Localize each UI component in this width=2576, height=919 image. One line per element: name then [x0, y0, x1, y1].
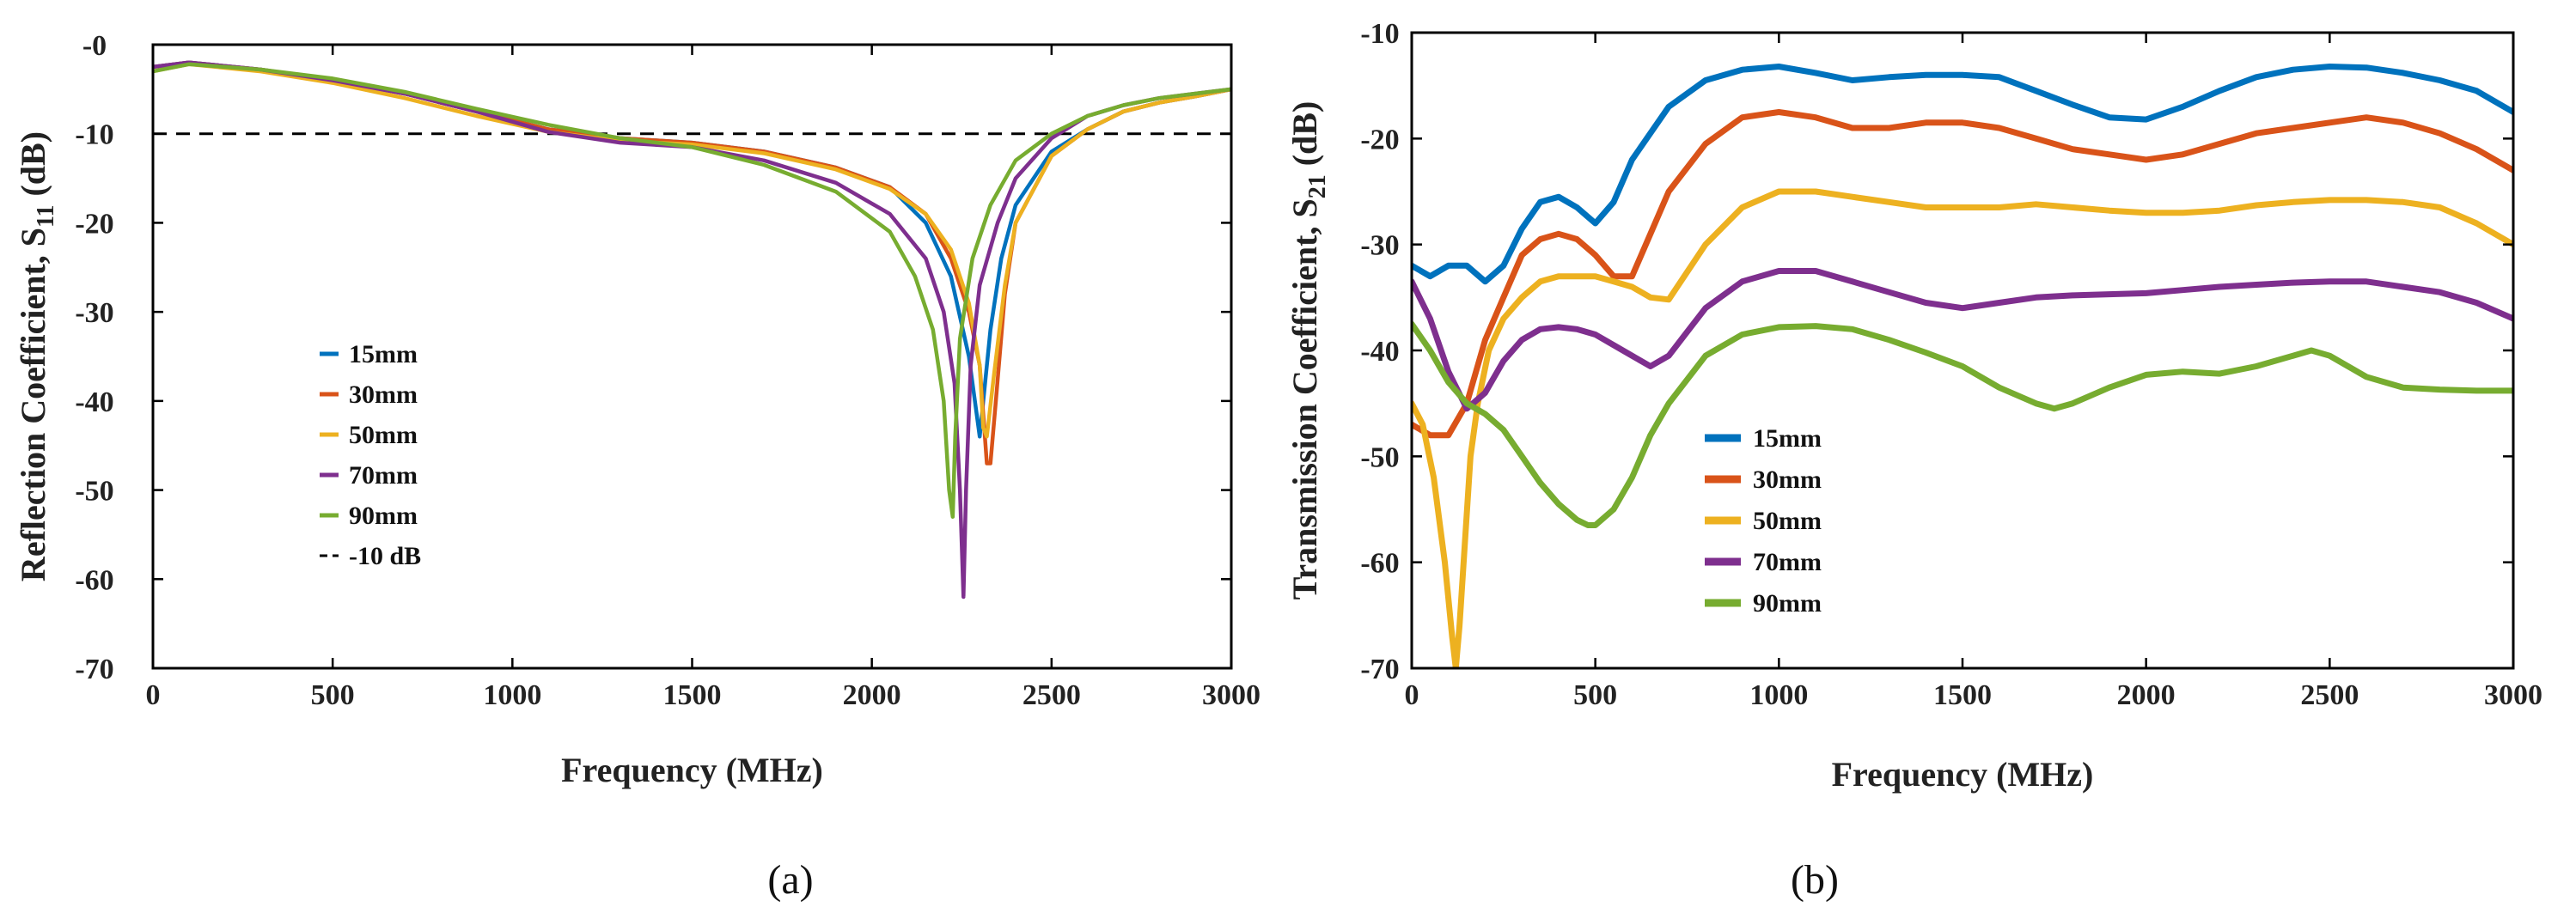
y-tick-label: -70 [1360, 654, 1399, 685]
chart-panel-a: 0 500 1000 1500 2000 2500 3000 -70 -60 -50 -40 -30 -… [14, 30, 1261, 903]
legend-label-15mm: 15mm [1753, 424, 1822, 453]
y-axis-label: Reflection Coefficient, S11 (dB) [14, 131, 59, 581]
legend-label-70mm: 70mm [349, 461, 418, 490]
x-tick-label: 1500 [663, 679, 722, 711]
legend-label-50mm: 50mm [349, 421, 418, 449]
x-tick-label: 500 [1573, 679, 1617, 711]
series-group [1412, 64, 2513, 668]
y-tick-label: -20 [75, 208, 113, 240]
y-axis-label-main: Reflection Coefficient, S [14, 228, 52, 581]
y-tick-label: -50 [1360, 441, 1399, 473]
x-tick-label: 2500 [1022, 679, 1081, 711]
series-line-90mm [1412, 320, 2513, 528]
x-tick-label: 2000 [843, 679, 901, 711]
axes-box [1410, 31, 2515, 670]
x-axis-label: Frequency (MHz) [561, 751, 823, 789]
x-tick-label: 1000 [1749, 679, 1808, 711]
y-tick-label: -60 [75, 564, 113, 596]
legend-label-70mm: 70mm [1753, 548, 1822, 576]
x-tick-label: 1500 [1933, 679, 1992, 711]
y-tick-label: -30 [75, 297, 113, 329]
series-line-30mm [153, 60, 1231, 466]
x-tick-label: 3000 [2484, 679, 2542, 711]
legend: 15mm 30mm 50mm 70mm 90mm [1705, 424, 1822, 618]
x-tick-label: 1000 [483, 679, 541, 711]
y-tick-label: -10 [75, 119, 113, 151]
legend-label--10 dB: -10 dB [349, 542, 421, 570]
y-axis-label-subscript: 11 [33, 205, 59, 228]
y-tick-label: -30 [1360, 230, 1399, 262]
y-tick-label: -40 [1360, 336, 1399, 368]
series-line-15mm [1412, 64, 2513, 285]
legend-label-90mm: 90mm [349, 502, 418, 530]
legend-label-30mm: 30mm [349, 380, 418, 409]
x-tick-label: 0 [146, 679, 161, 711]
y-axis-label-unit: (dB) [1285, 101, 1324, 175]
y-tick-label: -70 [75, 654, 113, 685]
series-line-30mm [1412, 109, 2513, 439]
y-tick-label: -60 [1360, 548, 1399, 580]
x-tick-label: 3000 [1202, 679, 1261, 711]
x-tick-label: 500 [311, 679, 355, 711]
x-tick-label: 0 [1405, 679, 1419, 711]
panel-label-a: (a) [767, 857, 813, 903]
x-tick-label: 2500 [2300, 679, 2359, 711]
y-axis-label-unit: (dB) [14, 131, 52, 205]
y-axis-label-subscript: 21 [1304, 174, 1331, 198]
series-line-70mm [153, 60, 1231, 599]
x-tick-label: 2000 [2117, 679, 2176, 711]
y-tick-label: -40 [75, 386, 113, 418]
y-tick-label: -50 [75, 476, 113, 508]
legend-label-15mm: 15mm [349, 340, 418, 368]
series-line-15mm [153, 60, 1231, 439]
series-line-50mm [153, 62, 1231, 439]
y-axis-label-main: Transmission Coefficient, S [1285, 198, 1324, 599]
chart-panel-b: 0 500 1000 1500 2000 2500 3000 -70 -60 -50 -40 -30 -… [1285, 18, 2542, 903]
y-tick-label: -0 [82, 30, 107, 62]
y-axis-label: Transmission Coefficient, S21 (dB) [1285, 101, 1331, 600]
series-line-70mm [1412, 268, 2513, 412]
legend-label-50mm: 50mm [1753, 507, 1822, 535]
legend-label-30mm: 30mm [1753, 466, 1822, 494]
x-axis-label: Frequency (MHz) [1832, 755, 2094, 794]
series-line-50mm [1412, 188, 2513, 668]
series-group [153, 60, 1231, 599]
legend-label-90mm: 90mm [1753, 589, 1822, 618]
legend: 15mm 30mm 50mm 70mm 90mm -10 dB [320, 340, 421, 570]
series-line-90mm [153, 62, 1231, 519]
y-tick-label: -10 [1360, 18, 1399, 50]
panel-label-b: (b) [1791, 857, 1839, 903]
y-tick-label: -20 [1360, 124, 1399, 155]
